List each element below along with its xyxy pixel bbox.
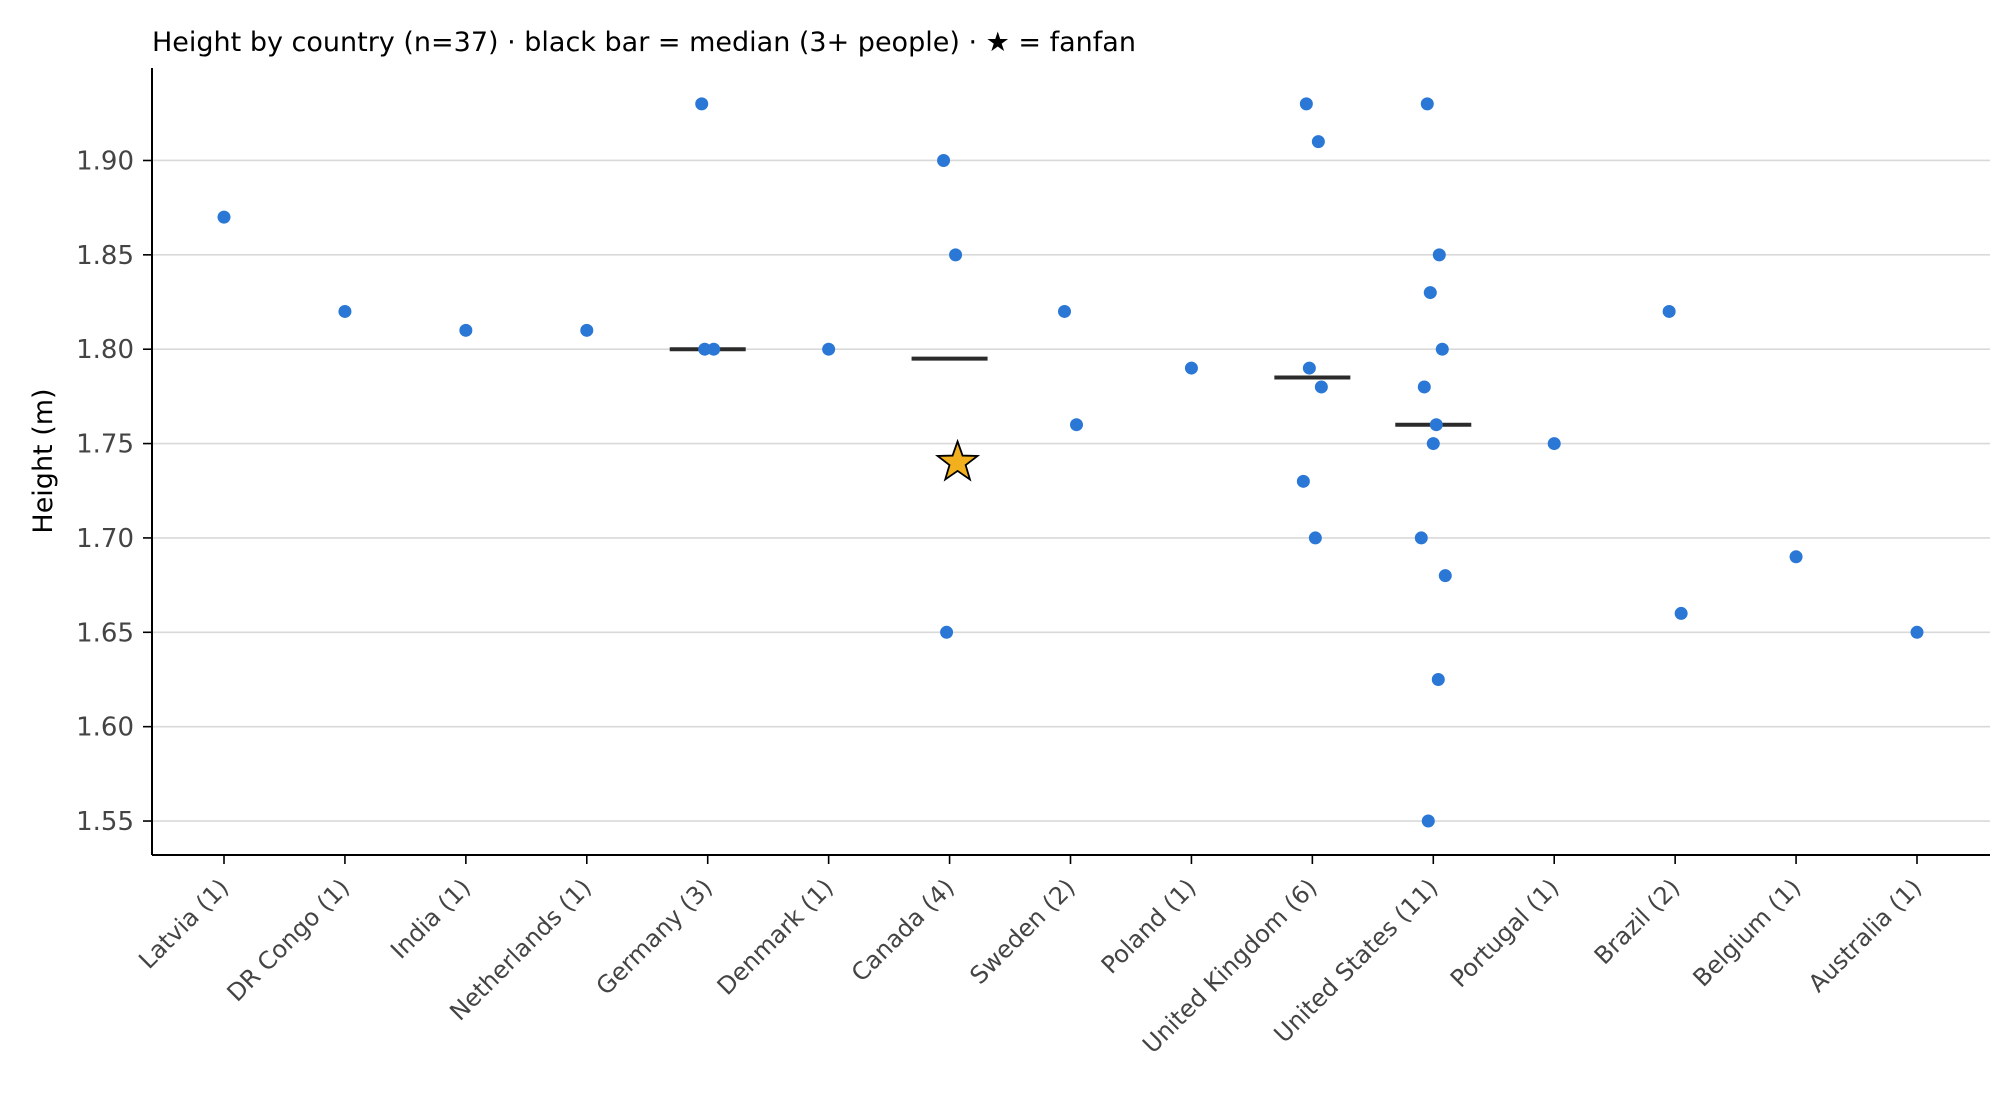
data-point: [1432, 248, 1446, 262]
data-point: [1789, 550, 1803, 564]
data-point: [1299, 97, 1313, 111]
data-point: [940, 625, 954, 639]
data-point: [1414, 531, 1428, 545]
data-point: [1296, 474, 1310, 488]
y-ticks: 1.55 1.60 1.65 1.70 1.75 1.80 1.85 1.90: [76, 146, 152, 837]
y-tick-label: 1.75: [76, 430, 134, 460]
chart-title: Height by country (n=37) · black bar = m…: [152, 27, 1136, 58]
data-point: [1429, 418, 1443, 432]
y-axis-label: Height (m): [28, 388, 59, 533]
data-point: [1431, 672, 1445, 686]
y-tick-label: 1.70: [76, 524, 134, 554]
data-point: [217, 210, 231, 224]
data-point: [1308, 531, 1322, 545]
data-point: [580, 323, 594, 337]
y-tick-label: 1.90: [76, 146, 134, 176]
data-point: [1910, 625, 1924, 639]
data-point: [698, 342, 712, 356]
data-point: [1070, 418, 1083, 432]
data-points: [217, 97, 1924, 828]
data-point: [1435, 342, 1449, 356]
y-tick-label: 1.65: [76, 618, 134, 648]
y-tick-label: 1.60: [76, 713, 134, 743]
data-point: [1423, 286, 1437, 300]
highlight-layer: [935, 438, 981, 482]
data-point: [1547, 437, 1561, 451]
data-point: [338, 304, 352, 318]
data-point: [937, 153, 951, 167]
data-point: [1438, 569, 1452, 583]
data-point: [459, 323, 473, 337]
data-point: [1311, 135, 1325, 149]
data-point: [1420, 97, 1434, 111]
data-point: [1417, 380, 1431, 394]
y-tick-label: 1.85: [76, 241, 134, 271]
data-point: [1184, 361, 1198, 375]
data-point: [1058, 304, 1071, 318]
data-point: [1674, 606, 1688, 620]
y-tick-label: 1.80: [76, 335, 134, 365]
data-point: [707, 342, 721, 356]
highlight-star-marker: [935, 438, 981, 482]
data-point: [949, 248, 963, 262]
data-point: [1314, 380, 1328, 394]
data-point: [1662, 304, 1676, 318]
gridlines: [152, 159, 1990, 822]
data-point: [1302, 361, 1316, 375]
data-point: [1421, 814, 1435, 828]
data-point: [695, 97, 709, 111]
data-point: [1426, 437, 1440, 451]
y-tick-label: 1.55: [76, 807, 134, 837]
data-point: [822, 342, 836, 356]
